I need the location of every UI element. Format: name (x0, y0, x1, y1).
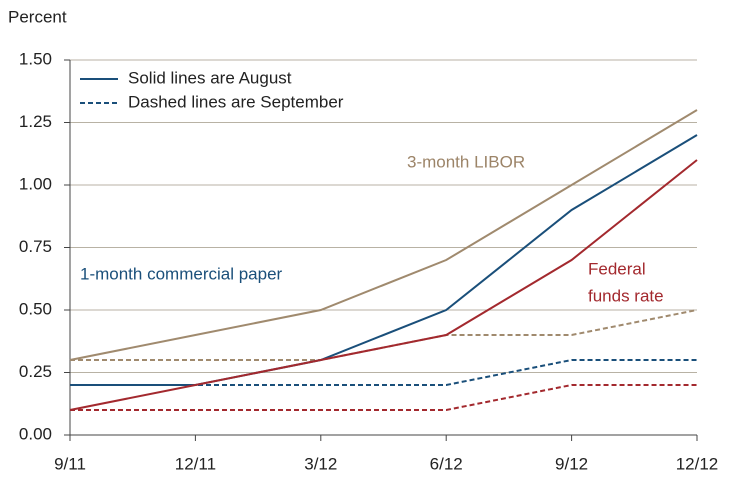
series-line (69, 159, 698, 411)
x-tick-label: 9/11 (54, 454, 86, 473)
annotation: funds rate (588, 286, 664, 305)
series-line (70, 134, 698, 386)
series-line (70, 384, 697, 411)
x-tick-label: 12/11 (175, 454, 216, 473)
annotation: 3-month LIBOR (407, 152, 525, 171)
y-tick-label: 0.25 (19, 362, 52, 381)
x-tick-label: 3/12 (304, 454, 337, 473)
y-axis-label: Percent (8, 7, 67, 26)
x-tick-label: 12/12 (676, 454, 719, 473)
y-tick-label: 1.50 (19, 49, 52, 68)
annotation: Federal (588, 259, 646, 278)
legend-label: Dashed lines are September (128, 92, 344, 111)
legend-label: Solid lines are August (128, 68, 292, 87)
y-tick-label: 1.00 (19, 174, 52, 193)
x-tick-label: 6/12 (430, 454, 463, 473)
y-tick-label: 0.00 (19, 424, 52, 443)
annotation: 1-month commercial paper (80, 264, 283, 283)
x-tick-label: 9/12 (555, 454, 588, 473)
y-tick-label: 0.50 (19, 299, 52, 318)
y-tick-label: 0.75 (19, 237, 52, 256)
series-line (69, 109, 698, 361)
y-tick-label: 1.25 (19, 112, 52, 131)
